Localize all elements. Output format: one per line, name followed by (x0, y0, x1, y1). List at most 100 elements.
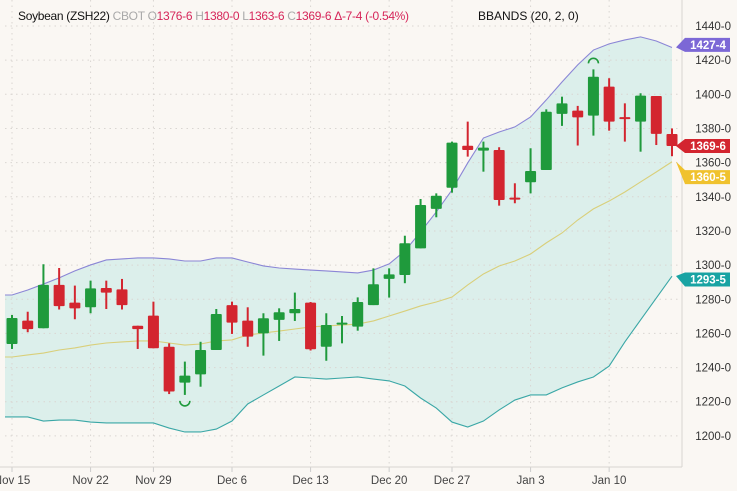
candle[interactable] (635, 93, 647, 152)
candle[interactable] (587, 69, 599, 136)
candle-body (289, 308, 301, 314)
x-tick-label: Jan 10 (592, 475, 627, 487)
bbands-lower-line (5, 275, 673, 433)
candle[interactable] (367, 268, 379, 306)
candle[interactable] (305, 301, 317, 351)
candle[interactable] (85, 280, 97, 314)
y-tick-label: 1320-0 (695, 226, 731, 238)
open-value: 1376-6 (156, 9, 193, 23)
candle-body (320, 325, 332, 347)
price-badge-middle-band: 1360-5 (676, 161, 730, 185)
price-badge-background (676, 37, 730, 52)
price-badge-label: 1293-5 (690, 275, 726, 287)
price-badge-last-price: 1369-6 (676, 138, 730, 153)
candle[interactable] (446, 141, 458, 193)
candle[interactable] (37, 264, 49, 329)
candle[interactable] (6, 314, 18, 349)
x-tick-label: Dec 20 (371, 475, 407, 487)
candle-body (305, 302, 317, 350)
candle[interactable] (650, 95, 662, 146)
grid (5, 0, 682, 472)
x-tick-label: Dec 13 (292, 475, 328, 487)
x-tick-label: Dec 27 (434, 475, 470, 487)
symbol-title[interactable]: Soybean (ZSH22) (18, 9, 110, 23)
candle-body (116, 289, 128, 306)
candles (6, 69, 678, 395)
candle[interactable] (320, 313, 332, 361)
x-tick-label: Nov 29 (135, 475, 171, 487)
y-tick-label: 1260-0 (695, 328, 731, 340)
candle-body (635, 95, 647, 122)
candle[interactable] (666, 128, 678, 157)
candle[interactable] (179, 361, 191, 395)
candle[interactable] (100, 280, 112, 309)
x-tick-label: Jan 3 (517, 475, 545, 487)
candle[interactable] (53, 268, 65, 310)
symbol-header: Soybean (ZSH22) CBOT O1376-6 H1380-0 L13… (18, 9, 409, 23)
exchange-label: CBOT (112, 9, 145, 23)
candle[interactable] (116, 278, 128, 310)
candle[interactable] (493, 147, 505, 206)
open-label: O (147, 9, 157, 23)
candle[interactable] (147, 301, 159, 349)
close-label: C (287, 9, 296, 23)
candle[interactable] (399, 235, 411, 284)
price-badge-label: 1360-5 (690, 172, 726, 184)
candle[interactable] (509, 183, 521, 204)
y-tick-label: 1400-0 (695, 89, 731, 101)
high-value: 1380-0 (203, 9, 240, 23)
candle-body (210, 313, 222, 350)
candle[interactable] (525, 148, 537, 194)
candle[interactable] (540, 109, 552, 170)
y-tick-label: 1340-0 (695, 192, 731, 204)
candle[interactable] (352, 297, 364, 331)
candle[interactable] (477, 141, 489, 172)
candle[interactable] (210, 308, 222, 350)
y-tick-label: 1200-0 (695, 431, 731, 443)
candle[interactable] (556, 96, 568, 126)
candle[interactable] (462, 121, 474, 157)
candle-body (85, 288, 97, 308)
bollinger-band-fill (5, 36, 672, 432)
candle[interactable] (226, 301, 238, 334)
candle[interactable] (603, 78, 615, 131)
candle[interactable] (273, 308, 285, 341)
y-tick-label: 1300-0 (695, 260, 731, 272)
x-tick-label: Nov 22 (72, 475, 108, 487)
bbands-upper-line (5, 36, 673, 296)
candle-body (367, 284, 379, 306)
candle-body (257, 318, 269, 334)
candle[interactable] (163, 343, 175, 395)
candle[interactable] (289, 292, 301, 321)
candle[interactable] (383, 268, 395, 298)
change-value: Δ-7-4 (-0.54%) (334, 9, 409, 23)
y-tick-label: 1360-0 (695, 158, 731, 170)
candle-body (477, 147, 489, 151)
candle[interactable] (195, 341, 207, 387)
y-tick-label: 1240-0 (695, 363, 731, 375)
candle[interactable] (22, 311, 34, 333)
price-badge-background (676, 272, 730, 287)
candle-body (22, 320, 34, 330)
candle-body (163, 346, 175, 392)
candle-body (273, 312, 285, 320)
candle-body (650, 95, 662, 134)
price-badge-label: 1369-6 (690, 141, 726, 153)
candle[interactable] (572, 105, 584, 146)
y-tick-label: 1380-0 (695, 123, 731, 135)
candle[interactable] (336, 316, 348, 344)
candle-body (603, 86, 615, 122)
price-badge-upper-band: 1427-4 (676, 37, 730, 52)
candle[interactable] (430, 193, 442, 218)
bbands-indicator-label[interactable]: BBANDS (20, 2, 0) (478, 9, 579, 23)
candle[interactable] (257, 313, 269, 356)
candle-body (226, 305, 238, 323)
candle[interactable] (415, 198, 427, 249)
x-tick-label: Nov 15 (0, 475, 30, 487)
candle[interactable] (69, 285, 81, 320)
candle-body (619, 117, 631, 120)
candle[interactable] (242, 307, 254, 347)
candle[interactable] (132, 325, 144, 349)
candle[interactable] (619, 103, 631, 142)
